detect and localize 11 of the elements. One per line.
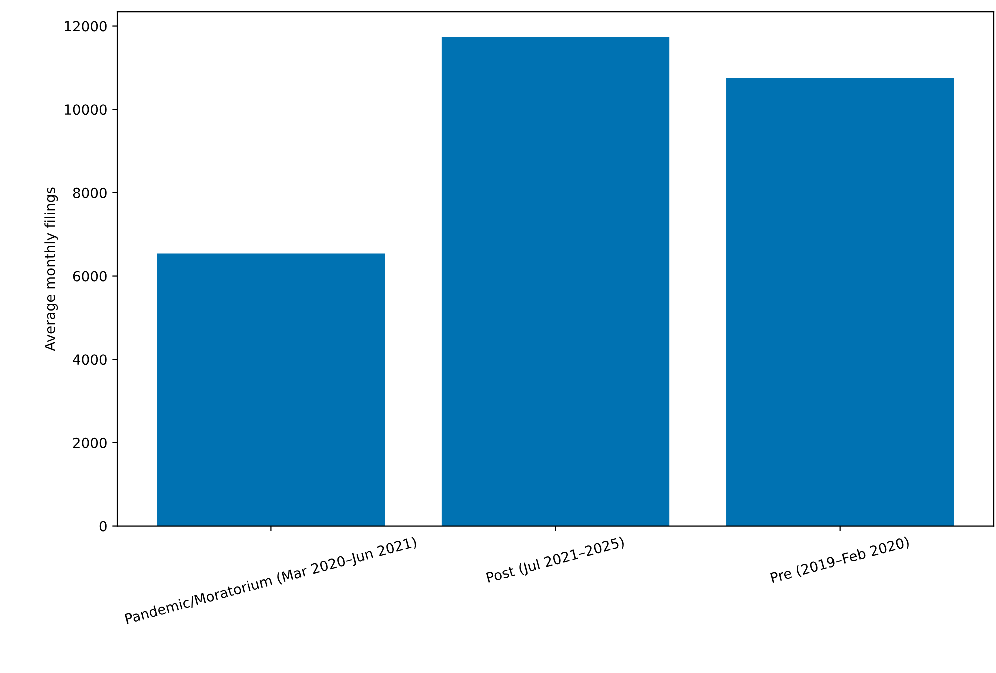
y-tick-label: 10000 — [65, 104, 107, 116]
y-tick-label: 2000 — [73, 438, 107, 448]
y-tick-label: 4000 — [73, 354, 107, 366]
y-tick-label: 6000 — [73, 271, 107, 282]
y-tick-label: 8000 — [73, 188, 107, 198]
bar — [157, 254, 386, 526]
y-axis-title: Average monthly filings — [44, 188, 58, 352]
y-tick-label: 0 — [100, 521, 107, 532]
bar — [442, 37, 670, 526]
y-tick-label: 12000 — [65, 21, 107, 32]
bar — [726, 78, 954, 526]
